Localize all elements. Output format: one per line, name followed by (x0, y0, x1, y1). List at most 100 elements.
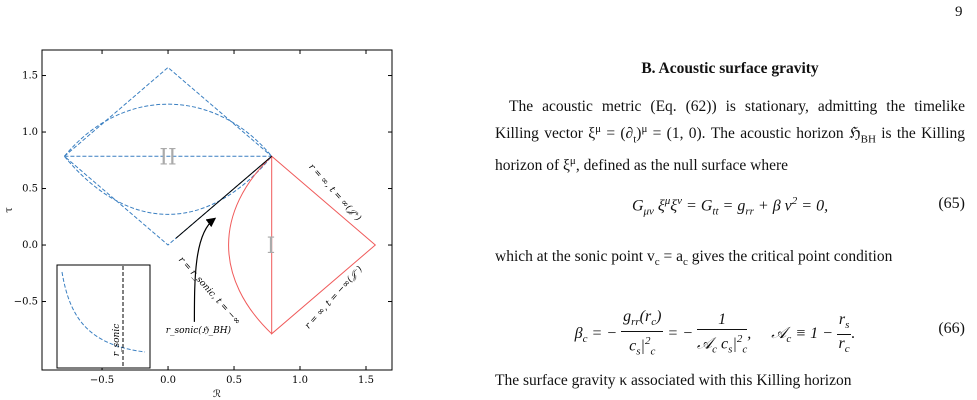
text: μν (643, 205, 654, 218)
text: g (623, 308, 632, 325)
curve (64, 103, 273, 157)
text: The surface gravity κ associated with th… (495, 372, 852, 389)
text: c (786, 333, 792, 346)
text: c (650, 345, 656, 358)
curve (228, 155, 273, 335)
text: μ (641, 123, 648, 135)
text: = (1, 0). The acoustic horizon ℌ (647, 125, 861, 143)
text: 2 (644, 335, 651, 348)
text: | (640, 337, 645, 355)
text: μ (569, 155, 576, 168)
x-tick-label: 0.0 (160, 375, 176, 386)
region-boundary (271, 155, 377, 335)
text: c (712, 343, 718, 356)
equation: Gμν ξμξν = Gtt = grr + β v2 = 0, (65) (495, 195, 965, 218)
text: c (651, 316, 657, 329)
paragraph: The surface gravity κ associated with th… (495, 370, 965, 392)
fraction: 1 𝒜c cs|2c (697, 311, 748, 359)
text: + β v (753, 197, 792, 215)
horizon (175, 155, 273, 239)
text: , defined as the null surface where (575, 157, 788, 175)
equation: βc = − grr(rc) cs|2c = − 1 𝒜c cs|2c, 𝒜c ≡ … (495, 308, 965, 358)
text: (r (639, 308, 652, 325)
text: rr (745, 205, 754, 218)
y-tick-label: 1.5 (22, 71, 38, 82)
y-tick-label: 0.0 (22, 240, 38, 251)
text: G (631, 197, 644, 215)
text: s (845, 318, 850, 331)
inset-curve (61, 271, 146, 353)
text: r (838, 310, 846, 328)
text: c (582, 333, 588, 346)
fraction: rs rc (836, 310, 852, 358)
text: ) (636, 125, 642, 143)
text: β (574, 325, 583, 343)
text: | (732, 334, 737, 352)
annotation: r_sonic(ℌ_BH) (166, 325, 232, 336)
text: BH (860, 133, 876, 146)
text: gives the critical point condition (687, 248, 893, 265)
text: c (717, 334, 729, 352)
x-tick-label: −0.5 (90, 375, 114, 386)
text: 2 (736, 332, 743, 345)
inset-label: r_sonic (112, 324, 122, 357)
text: = G (682, 197, 713, 215)
text: 𝒜 (771, 325, 787, 343)
text: μ (664, 195, 671, 207)
fraction: grr(rc) cs|2c (621, 308, 664, 361)
text: = a (659, 248, 683, 265)
inset-frame (56, 264, 151, 369)
y-tick-label: 1.0 (22, 127, 38, 138)
x-axis-label: ℛ (213, 389, 221, 400)
text: ) (656, 308, 662, 325)
text: c (682, 256, 688, 269)
text: = 0, (797, 197, 829, 215)
text: rr (631, 316, 640, 329)
text: c (742, 343, 748, 356)
text: is the Killing horizon of ξ (495, 125, 966, 175)
y-tick-label: −0.5 (14, 297, 38, 308)
text: 1 (697, 311, 748, 330)
paragraph: The acoustic metric (Eq. (62)) is statio… (495, 96, 965, 177)
annotation: r = ∞, t = −∞(𝒥⁻) (303, 264, 365, 332)
text: r (838, 334, 845, 352)
text: μ (595, 123, 602, 135)
paragraph: which at the sonic point vc = ac gives t… (495, 246, 965, 273)
text: . (851, 325, 856, 343)
text: ≡ 1 − (791, 325, 837, 343)
axes-frame (41, 49, 393, 371)
text: The acoustic metric (Eq. (62)) is statio… (495, 98, 965, 143)
equation-number: (65) (938, 195, 965, 212)
text: 2 (791, 195, 798, 207)
text: = − (587, 325, 618, 343)
x-tick-label: 1.0 (292, 375, 308, 386)
region-label: II (159, 145, 176, 170)
text: = g (718, 197, 746, 215)
page-number: 9 (955, 4, 963, 20)
text: ν (677, 195, 683, 207)
text: ξ (670, 197, 678, 215)
text: = (∂ (601, 125, 634, 143)
text: c (629, 337, 637, 355)
x-tick-label: 1.5 (358, 375, 374, 386)
annotation: r = r_sonic, t = −∞ (176, 255, 242, 327)
text: t (633, 133, 637, 146)
y-tick-label: 0.5 (22, 184, 38, 195)
text: = − (667, 325, 694, 343)
text: s (728, 343, 733, 356)
text: tt (712, 205, 719, 218)
text: c (844, 343, 850, 356)
text: , (747, 325, 752, 343)
region-label: I (267, 234, 276, 259)
text: which at the sonic point v (495, 248, 655, 265)
text: 𝒜 (697, 334, 713, 352)
text: c (654, 256, 660, 269)
y-axis-label: τ (4, 207, 15, 213)
curve (64, 155, 273, 215)
arrow (193, 217, 217, 322)
equation-number: (66) (938, 320, 965, 337)
text: s (636, 345, 641, 358)
